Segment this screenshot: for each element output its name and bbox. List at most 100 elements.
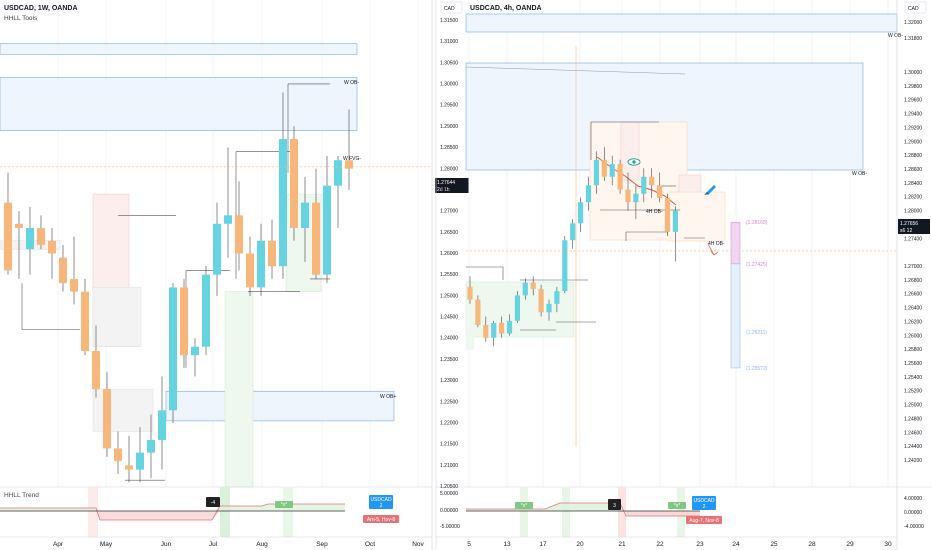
right-ind-band-green [520,487,528,537]
right-projection: (1.28168) (1.27425) (1.26211) (1.25572) [730,220,768,372]
right-candle-body-17 [601,159,607,177]
left-indicator-label: HHLL Tools [4,15,38,22]
right-zone-label-w-ob-mid: W OB- [852,171,867,177]
right-left-y-tick-12: 1.25500 [440,272,458,278]
right-candle-body-12 [562,240,568,292]
right-candle-body-5 [506,320,513,334]
right-y-tick-11: 1.28200 [904,195,922,201]
right-y-tick-0: 1.32000 [904,20,922,26]
left-zone-label-w-fvg: W FVG- [343,156,361,162]
left-ind-top-tag-sub: 2 [380,503,383,509]
right-x-tick-7: 24 [732,541,740,548]
right-candle-body-11 [554,291,560,304]
right-y-tick-26: 1.25000 [904,403,922,409]
right-zone-w-ob-top [465,13,898,33]
right-proj-blue-box [730,263,741,369]
right-zones [465,13,898,447]
left-x-tick-7: Nov [412,541,424,548]
left-chart-panel[interactable]: USDCAD, 1W, OANDA HHLL Tools W OB- W FVG… [0,0,469,550]
left-candle-body-2 [26,228,34,250]
right-candle-body-19 [617,164,623,190]
right-candle-body-13 [570,223,576,241]
left-ind-trend-line [0,503,345,521]
right-candle-body-23 [649,176,655,186]
left-candle-body-14 [158,410,166,440]
right-x-tick-3: 20 [576,541,584,548]
left-zone-label-w-ob-top: W OB- [344,80,359,86]
right-left-y-tick-14: 1.24500 [440,315,458,321]
right-chart-panel[interactable]: USDCAD, 4h, OANDA W OB- W OB- 4H OB- 4H … [435,0,932,550]
right-y-tick-2: 1.30000 [904,70,922,76]
right-y-tick-23: 1.25600 [904,361,922,367]
right-y-tick-12: 1.28000 [904,209,922,215]
right-x-tick-9: 28 [808,541,816,548]
right-y-tick-19: 1.26400 [904,306,922,312]
right-left-y-tick-8: 1.27500 [440,187,458,193]
right-left-y-tick-5: 1.29000 [440,124,458,130]
right-zone-mid-line [465,66,686,75]
right-ind-tick-2: -4.00000 [904,524,924,530]
eye-icon [627,158,641,166]
left-candle-body-20 [224,215,232,224]
left-zone-w-ob-top [0,43,358,55]
right-currency-left: CAD [444,6,455,12]
left-candle-body-23 [257,240,265,288]
left-candle-body-16 [180,287,188,356]
right-y-tick-16: 1.27000 [904,264,922,270]
right-zone-red-box [620,121,640,181]
left-candle-body-27 [301,202,309,229]
left-candle-body-25 [279,139,287,267]
left-candle-body-30 [334,160,342,186]
left-price-tag: 1.27644 2d 1h [435,178,469,193]
left-zone-w-fvg [0,77,358,131]
right-left-y-tick-0: 1.31500 [440,18,458,24]
left-x-tick-2: Jun [161,541,172,548]
left-ind-green-tag [275,501,293,508]
right-candle-body-16 [593,159,599,186]
right-y-tick-7: 1.29000 [904,139,922,145]
left-candle-body-3 [37,228,45,245]
right-ind-green-tag-text: *x* [521,503,527,509]
rocket-icon [704,185,716,195]
right-x-axis: 5 13 17 20 21 22 23 24 25 28 29 30 [436,536,897,548]
right-x-tick-0: 5 [467,541,471,548]
left-candle-body-7 [81,291,89,351]
right-left-ind-tick-1: 0.00000 [440,508,458,514]
right-ind-bottom-tag-text: Aug-7, Nov-8 [689,518,719,524]
right-y-tick-17: 1.26800 [904,278,922,284]
right-candle-body-24 [657,185,663,198]
right-y-tick-21: 1.26000 [904,333,922,339]
right-left-y-tick-9: 1.27000 [440,209,458,215]
right-zone-label-4h-ob-low: 4H OB- [708,241,725,247]
right-proj-label-3: (1.25572) [746,366,768,372]
right-left-ind-tick-0: 5.00000 [440,491,458,497]
right-zone-label-w-ob-top: W OB- [888,33,903,39]
right-y-tick-18: 1.26600 [904,292,922,298]
right-x-tick-1: 13 [503,541,511,548]
right-candle-body-3 [491,322,497,338]
right-left-y-tick-15: 1.24000 [440,336,458,342]
left-candle-body-0 [4,202,12,271]
right-candle-body-15 [585,185,592,203]
left-ind-top-tag-text: USDCAD [370,497,392,503]
left-zones [0,43,395,488]
right-ind-band-green-2 [562,487,570,537]
right-y-tick-20: 1.26200 [904,319,922,325]
left-candle-body-18 [202,274,210,347]
right-candle-body-25 [664,197,671,232]
right-y-tick-9: 1.28600 [904,167,922,173]
left-x-tick-1: May [100,541,113,548]
right-left-y-tick-4: 1.29500 [440,103,458,109]
right-y-tick-29: 1.24400 [904,444,922,450]
right-candle-body-1 [475,299,481,326]
right-y-tick-14: 1.27400 [904,236,922,242]
left-x-tick-3: Jul [209,541,218,548]
left-candle-body-12 [136,452,144,470]
right-x-tick-4: 21 [618,541,626,548]
right-ind-green-tag-2-text: *x* [674,503,680,509]
right-left-y-tick-20: 1.21500 [440,442,458,448]
right-left-y-tick-7: 1.28000 [440,166,458,172]
left-chart-title: USDCAD, 1W, OANDA [4,5,78,12]
